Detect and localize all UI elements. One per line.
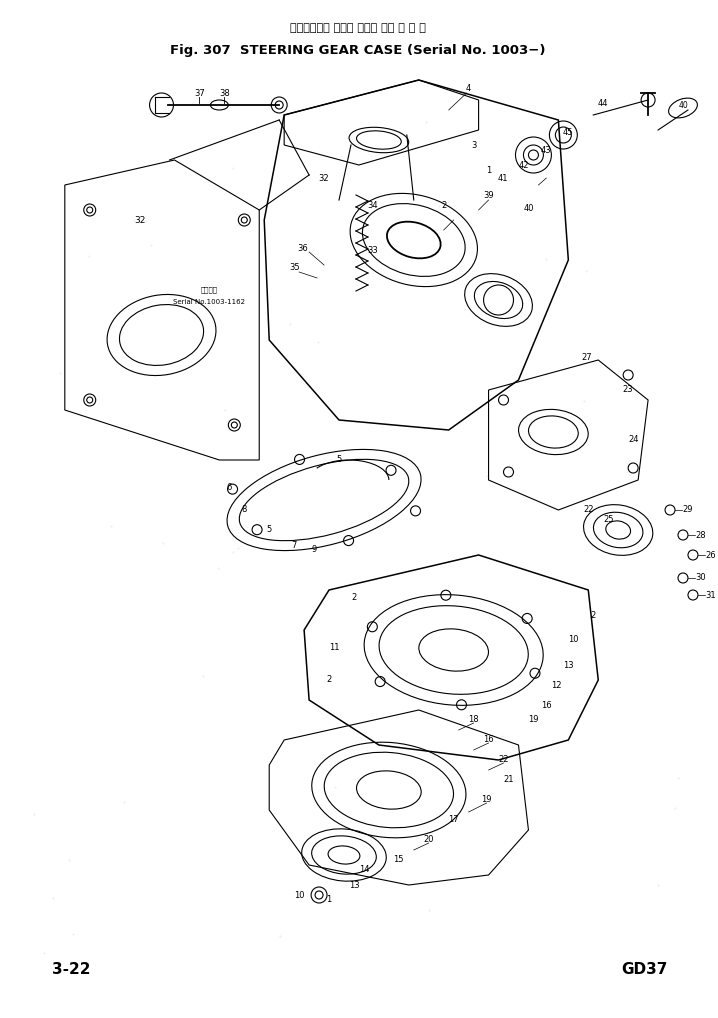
Text: 15: 15	[393, 855, 404, 864]
Text: 10: 10	[294, 891, 304, 900]
Text: 21: 21	[503, 776, 514, 785]
Text: 適用番号: 適用番号	[201, 287, 218, 293]
Text: 43: 43	[541, 146, 551, 155]
Text: 1: 1	[327, 896, 332, 905]
Text: 2: 2	[441, 201, 447, 210]
Text: 16: 16	[541, 700, 551, 710]
Text: 19: 19	[528, 716, 538, 725]
Text: 40: 40	[523, 204, 533, 213]
Circle shape	[149, 93, 174, 117]
Text: 32: 32	[134, 216, 145, 225]
Text: 38: 38	[219, 89, 230, 98]
Text: 22: 22	[583, 506, 594, 514]
Text: 27: 27	[581, 353, 592, 362]
Text: 9: 9	[312, 546, 317, 555]
Text: 13: 13	[349, 881, 359, 890]
Text: 34: 34	[368, 201, 378, 210]
Text: Fig. 307  STEERING GEAR CASE (Serial No. 1003−): Fig. 307 STEERING GEAR CASE (Serial No. …	[170, 44, 546, 57]
Text: 3-22: 3-22	[52, 962, 90, 977]
Text: 45: 45	[563, 127, 574, 136]
Text: 36: 36	[298, 243, 309, 252]
Text: 4: 4	[466, 83, 471, 93]
Text: 35: 35	[289, 264, 299, 273]
Text: 24: 24	[628, 436, 638, 445]
Text: 1: 1	[486, 166, 491, 174]
Text: 3: 3	[471, 140, 476, 150]
Text: 33: 33	[368, 245, 378, 254]
Text: 2: 2	[351, 593, 357, 603]
Text: 2: 2	[327, 676, 332, 684]
Text: GD37: GD37	[622, 962, 668, 977]
Text: 28: 28	[695, 530, 706, 540]
Text: 5: 5	[336, 455, 342, 464]
Text: 32: 32	[319, 173, 330, 182]
Text: 40: 40	[679, 101, 689, 110]
Text: 8: 8	[241, 506, 247, 514]
Text: ステアリング ギヤー ケース （適 用 号 機: ステアリング ギヤー ケース （適 用 号 機	[290, 23, 426, 33]
Text: 10: 10	[568, 635, 579, 644]
Text: 31: 31	[705, 590, 716, 600]
Text: 41: 41	[498, 173, 508, 182]
Text: 2: 2	[591, 611, 596, 620]
Text: 12: 12	[551, 680, 561, 689]
Text: 14: 14	[359, 865, 369, 874]
Text: 17: 17	[448, 815, 459, 825]
Text: 6: 6	[227, 484, 232, 493]
Text: 18: 18	[468, 716, 479, 725]
Text: 16: 16	[483, 735, 494, 744]
Text: 20: 20	[424, 836, 434, 845]
Text: 7: 7	[292, 541, 297, 550]
Text: 29: 29	[682, 506, 692, 514]
Text: Serial No.1003-1162: Serial No.1003-1162	[173, 299, 246, 305]
Text: 11: 11	[329, 643, 340, 653]
Text: 30: 30	[695, 573, 706, 582]
Text: 25: 25	[603, 515, 613, 524]
Text: 22: 22	[498, 755, 509, 765]
Text: 44: 44	[598, 99, 608, 108]
Text: 23: 23	[623, 386, 633, 395]
Text: 42: 42	[518, 161, 528, 170]
Text: 26: 26	[705, 551, 716, 560]
Text: 39: 39	[483, 190, 494, 200]
Text: 37: 37	[194, 89, 205, 98]
Text: 5: 5	[266, 525, 272, 534]
Text: 19: 19	[481, 795, 492, 804]
Text: 13: 13	[563, 661, 574, 670]
